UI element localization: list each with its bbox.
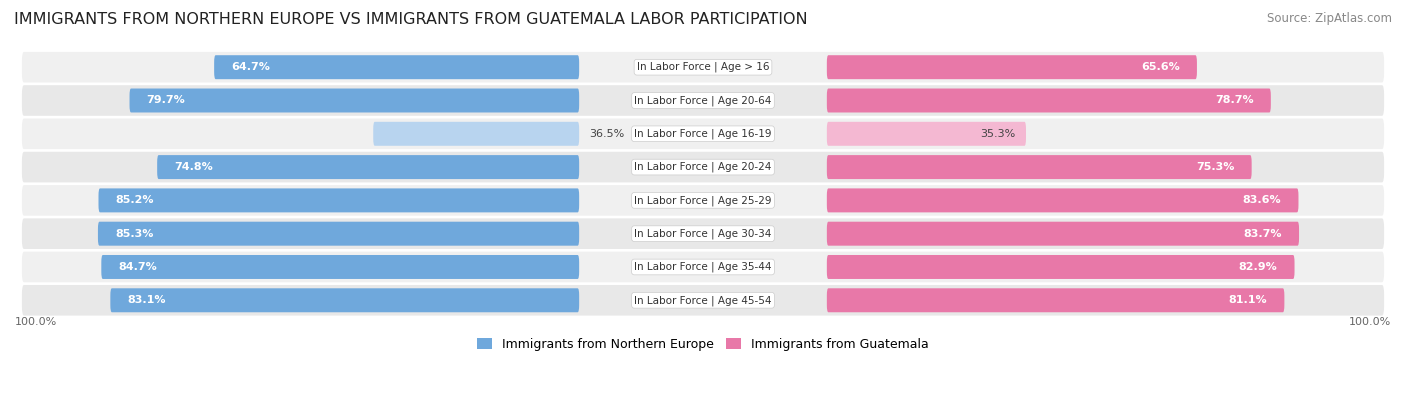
- Text: 83.7%: 83.7%: [1243, 229, 1282, 239]
- Text: 74.8%: 74.8%: [174, 162, 214, 172]
- Text: IMMIGRANTS FROM NORTHERN EUROPE VS IMMIGRANTS FROM GUATEMALA LABOR PARTICIPATION: IMMIGRANTS FROM NORTHERN EUROPE VS IMMIG…: [14, 12, 807, 27]
- Text: 100.0%: 100.0%: [1348, 317, 1391, 327]
- FancyBboxPatch shape: [827, 288, 1284, 312]
- Text: 81.1%: 81.1%: [1229, 295, 1267, 305]
- Text: 85.2%: 85.2%: [115, 196, 155, 205]
- Text: 78.7%: 78.7%: [1215, 96, 1254, 105]
- FancyBboxPatch shape: [22, 85, 1384, 116]
- Text: In Labor Force | Age 30-34: In Labor Force | Age 30-34: [634, 228, 772, 239]
- FancyBboxPatch shape: [827, 222, 1299, 246]
- Text: Source: ZipAtlas.com: Source: ZipAtlas.com: [1267, 12, 1392, 25]
- FancyBboxPatch shape: [22, 52, 1384, 83]
- Text: 83.6%: 83.6%: [1243, 196, 1281, 205]
- Text: In Labor Force | Age > 16: In Labor Force | Age > 16: [637, 62, 769, 72]
- FancyBboxPatch shape: [22, 118, 1384, 149]
- Legend: Immigrants from Northern Europe, Immigrants from Guatemala: Immigrants from Northern Europe, Immigra…: [477, 338, 929, 351]
- Text: 85.3%: 85.3%: [115, 229, 153, 239]
- FancyBboxPatch shape: [827, 188, 1299, 213]
- Text: 100.0%: 100.0%: [15, 317, 58, 327]
- FancyBboxPatch shape: [110, 288, 579, 312]
- Text: In Labor Force | Age 20-64: In Labor Force | Age 20-64: [634, 95, 772, 106]
- Text: 82.9%: 82.9%: [1239, 262, 1277, 272]
- Text: 79.7%: 79.7%: [146, 96, 186, 105]
- FancyBboxPatch shape: [373, 122, 579, 146]
- Text: In Labor Force | Age 16-19: In Labor Force | Age 16-19: [634, 128, 772, 139]
- FancyBboxPatch shape: [214, 55, 579, 79]
- FancyBboxPatch shape: [827, 255, 1295, 279]
- Text: 35.3%: 35.3%: [980, 129, 1015, 139]
- FancyBboxPatch shape: [827, 88, 1271, 113]
- Text: In Labor Force | Age 45-54: In Labor Force | Age 45-54: [634, 295, 772, 305]
- FancyBboxPatch shape: [157, 155, 579, 179]
- FancyBboxPatch shape: [22, 152, 1384, 182]
- FancyBboxPatch shape: [98, 188, 579, 213]
- Text: In Labor Force | Age 20-24: In Labor Force | Age 20-24: [634, 162, 772, 172]
- Text: In Labor Force | Age 25-29: In Labor Force | Age 25-29: [634, 195, 772, 206]
- Text: 84.7%: 84.7%: [118, 262, 157, 272]
- Text: 36.5%: 36.5%: [589, 129, 624, 139]
- FancyBboxPatch shape: [101, 255, 579, 279]
- Text: 83.1%: 83.1%: [128, 295, 166, 305]
- Text: 75.3%: 75.3%: [1197, 162, 1234, 172]
- FancyBboxPatch shape: [129, 88, 579, 113]
- FancyBboxPatch shape: [98, 222, 579, 246]
- Text: In Labor Force | Age 35-44: In Labor Force | Age 35-44: [634, 262, 772, 272]
- FancyBboxPatch shape: [22, 185, 1384, 216]
- FancyBboxPatch shape: [22, 252, 1384, 282]
- FancyBboxPatch shape: [827, 55, 1197, 79]
- FancyBboxPatch shape: [22, 285, 1384, 316]
- FancyBboxPatch shape: [827, 122, 1026, 146]
- Text: 65.6%: 65.6%: [1142, 62, 1180, 72]
- FancyBboxPatch shape: [827, 155, 1251, 179]
- FancyBboxPatch shape: [22, 218, 1384, 249]
- Text: 64.7%: 64.7%: [232, 62, 270, 72]
